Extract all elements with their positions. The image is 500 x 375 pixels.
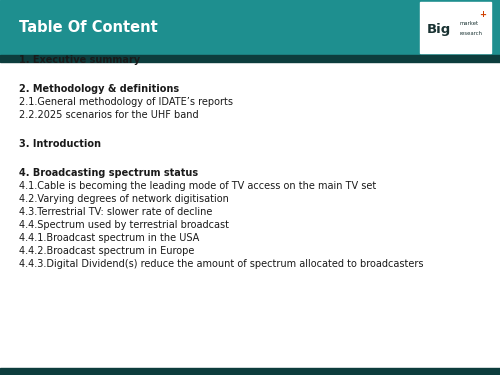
Text: research: research bbox=[460, 31, 483, 36]
Bar bbox=[0, 0, 500, 55]
Text: market: market bbox=[460, 21, 479, 26]
Text: 2.2.2025 scenarios for the UHF band: 2.2.2025 scenarios for the UHF band bbox=[19, 110, 199, 120]
Text: 4.4.1.Broadcast spectrum in the USA: 4.4.1.Broadcast spectrum in the USA bbox=[19, 233, 199, 243]
Text: 4.4.2.Broadcast spectrum in Europe: 4.4.2.Broadcast spectrum in Europe bbox=[19, 246, 195, 256]
Text: 2. Methodology & definitions: 2. Methodology & definitions bbox=[19, 84, 179, 94]
Text: 4.2.Varying degrees of network digitisation: 4.2.Varying degrees of network digitisat… bbox=[19, 194, 229, 204]
Text: 4. Broadcasting spectrum status: 4. Broadcasting spectrum status bbox=[19, 168, 198, 178]
Text: 3. Introduction: 3. Introduction bbox=[19, 139, 101, 149]
Bar bbox=[0, 368, 500, 375]
Text: +: + bbox=[479, 9, 486, 18]
Text: 4.1.Cable is becoming the leading mode of TV access on the main TV set: 4.1.Cable is becoming the leading mode o… bbox=[19, 181, 376, 191]
Text: 4.4.3.Digital Dividend(s) reduce the amount of spectrum allocated to broadcaster: 4.4.3.Digital Dividend(s) reduce the amo… bbox=[19, 259, 423, 268]
Bar bbox=[0, 55, 500, 62]
Bar bbox=[420, 2, 491, 52]
Bar bbox=[0, 55, 500, 368]
Text: 1. Executive summary: 1. Executive summary bbox=[19, 55, 140, 65]
Text: Big: Big bbox=[426, 23, 450, 36]
Text: 4.3.Terrestrial TV: slower rate of decline: 4.3.Terrestrial TV: slower rate of decli… bbox=[19, 207, 212, 217]
Text: 4.4.Spectrum used by terrestrial broadcast: 4.4.Spectrum used by terrestrial broadca… bbox=[19, 220, 229, 230]
Text: Table Of Content: Table Of Content bbox=[19, 20, 158, 35]
Text: 2.1.General methodology of IDATE’s reports: 2.1.General methodology of IDATE’s repor… bbox=[19, 98, 233, 107]
